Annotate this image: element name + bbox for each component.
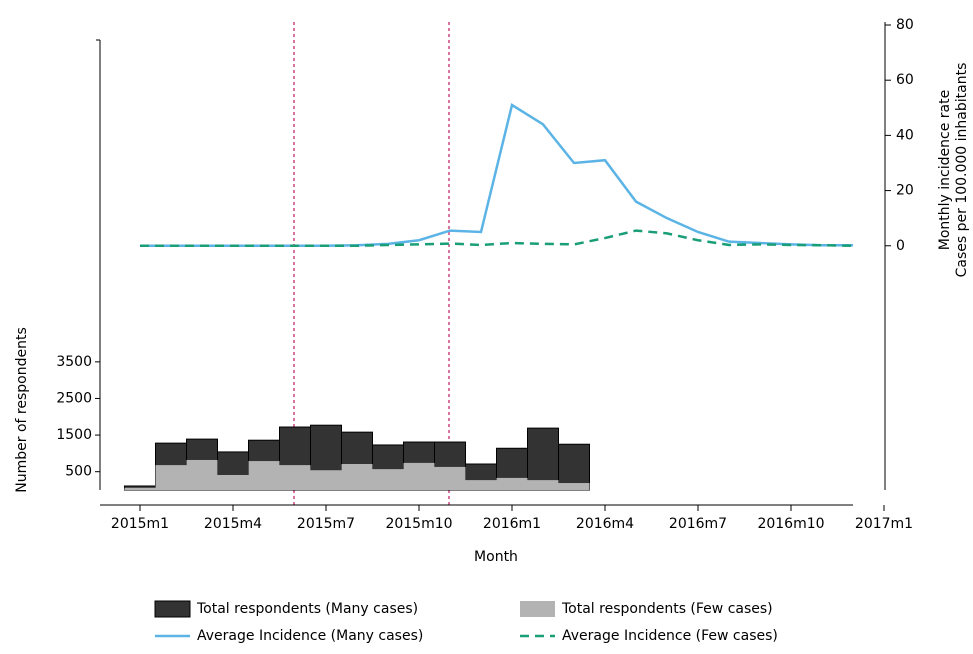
- bar: [527, 427, 559, 491]
- bar: [558, 443, 590, 491]
- bar: [372, 469, 404, 490]
- bar: [186, 459, 218, 490]
- legend-label: Total respondents (Few cases): [561, 601, 773, 617]
- y2-axis-title: Cases per 100.000 inhabitants: [954, 63, 970, 278]
- legend-label: Average Incidence (Few cases): [562, 628, 778, 644]
- x-axis-title: Month: [474, 549, 518, 565]
- bar: [124, 487, 156, 490]
- x-tick-label: 2017m1: [855, 516, 913, 532]
- x-tick-label: 2016m4: [576, 516, 634, 532]
- x-tick-label: 2015m4: [204, 516, 262, 532]
- bar: [310, 470, 342, 490]
- y2-tick-label: 40: [896, 127, 914, 143]
- legend-swatch: [154, 600, 191, 618]
- x-tick-label: 2016m10: [757, 516, 824, 532]
- x-tick-label: 2015m10: [385, 516, 452, 532]
- y-tick-label: 2500: [56, 390, 92, 406]
- y-tick-label: 1500: [56, 427, 92, 443]
- y2-axis-title: Monthly incidence rate: [937, 90, 953, 250]
- bar: [465, 480, 497, 490]
- bar: [403, 462, 435, 490]
- y2-tick-label: 20: [896, 183, 914, 199]
- bar: [341, 464, 373, 490]
- y-tick-label: 3500: [56, 354, 92, 370]
- y-tick-label: 500: [65, 464, 92, 480]
- bar: [558, 483, 590, 490]
- x-tick-label: 2016m7: [669, 516, 727, 532]
- line: [140, 103, 853, 248]
- y2-tick-label: 80: [896, 17, 914, 33]
- x-tick-label: 2015m7: [297, 516, 355, 532]
- bar: [248, 461, 280, 490]
- y2-tick-label: 0: [896, 238, 905, 254]
- bar: [155, 465, 187, 490]
- bar: [217, 474, 249, 490]
- x-tick-label: 2015m1: [111, 516, 169, 532]
- line: [140, 229, 854, 248]
- bar: [434, 466, 466, 490]
- y-axis-title: Number of respondents: [14, 327, 30, 492]
- y2-tick-label: 60: [896, 72, 914, 88]
- legend-label: Average Incidence (Many cases): [197, 628, 423, 644]
- bar: [527, 480, 559, 490]
- legend-swatch: [520, 601, 555, 617]
- bar: [496, 477, 528, 490]
- bar: [279, 465, 311, 490]
- legend-label: Total respondents (Many cases): [196, 601, 418, 617]
- x-tick-label: 2016m1: [483, 516, 541, 532]
